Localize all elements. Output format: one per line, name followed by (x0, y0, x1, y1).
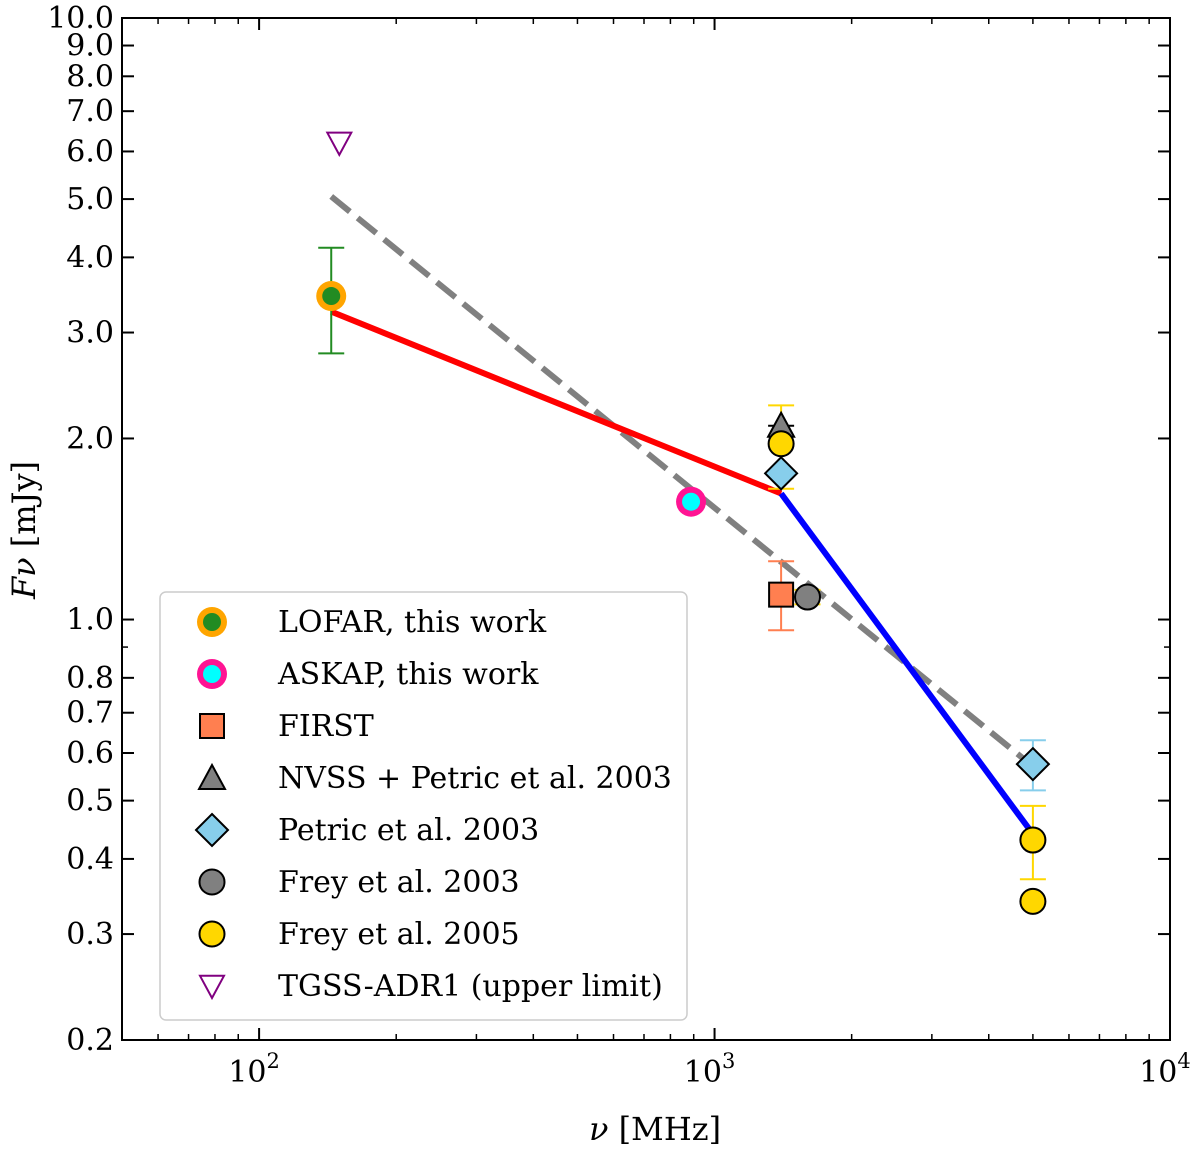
legend-marker-6 (198, 920, 226, 948)
legend-marker-7 (198, 974, 226, 1001)
y-tick-label-10: 4.0 (66, 240, 114, 275)
data-markers (316, 131, 1051, 915)
marker-2-0 (768, 581, 795, 608)
fit-line-2 (778, 491, 1036, 836)
marker-4-1 (1015, 746, 1051, 782)
legend-marker-4 (194, 812, 230, 848)
fit-lines (329, 194, 1036, 836)
y-tick-label-12: 6.0 (66, 134, 114, 169)
legend-marker-0-core (203, 613, 221, 631)
marker-1-0-core (682, 492, 701, 511)
y-tick-label-11: 5.0 (66, 182, 114, 217)
marker-1-0 (676, 486, 707, 517)
y-tick-label-0: 0.2 (66, 1023, 114, 1058)
marker-7-0 (325, 131, 353, 157)
axes: 102 103 104 0.2 0.3 0.4 0.5 0.6 0.70.8 1.0 2.0 3.0 4… (47, 1, 1191, 1090)
y-tick-label-14: 8.0 (66, 59, 114, 94)
legend-label-3: NVSS + Petric et al. 2003 (278, 761, 672, 796)
y-tick-label-1: 0.3 (66, 917, 114, 952)
legend-marker-1 (197, 659, 227, 689)
legend-label-5: Frey et al. 2003 (278, 865, 520, 900)
legend-marker-5 (198, 868, 226, 896)
marker-0-0 (316, 281, 347, 312)
marker-6-1 (1019, 826, 1047, 854)
legend-box (159, 591, 688, 1021)
legend: LOFAR, this work ASKAP, this work FIRST NVS… (159, 591, 688, 1021)
y-tick-label-7: 1.0 (66, 603, 114, 638)
y-tick-label-5: 0.7 (66, 696, 114, 731)
y-tick-label-15: 9.0 (66, 29, 114, 64)
y-tick-label-3: 0.5 (66, 784, 114, 819)
legend-marker-1-core (203, 665, 221, 683)
y-tick-label-9: 3.0 (66, 316, 114, 351)
marker-0-0-core (322, 287, 341, 306)
marker-5-0 (794, 583, 822, 611)
legend-label-7: TGSS-ADR1 (upper limit) (278, 969, 663, 1004)
x-axis-label: ν [MHz] (589, 1110, 721, 1148)
y-tick-label-16: 10.0 (47, 1, 114, 36)
marker-6-2 (1019, 887, 1047, 915)
legend-label-6: Frey et al. 2005 (278, 917, 520, 952)
fit-line-1 (330, 308, 783, 497)
y-tick-label-6: 0.8 (66, 661, 114, 696)
x-tick-label-1: 103 (684, 1049, 736, 1090)
marker-6-0 (767, 430, 795, 458)
x-tick-label-0: 102 (228, 1049, 280, 1090)
legend-label-0: LOFAR, this work (278, 605, 547, 640)
marker-4-0 (763, 455, 799, 491)
legend-marker-0 (197, 607, 227, 637)
x-tick-label-2: 104 (1139, 1049, 1191, 1090)
legend-marker-2 (199, 713, 225, 739)
y-axis-label: Fν [mJy] (5, 461, 43, 600)
y-tick-label-2: 0.4 (66, 842, 114, 877)
legend-marker-3 (197, 762, 227, 791)
y-tick-label-8: 2.0 (66, 421, 114, 456)
legend-label-1: ASKAP, this work (277, 657, 539, 692)
legend-label-4: Petric et al. 2003 (278, 813, 539, 848)
y-tick-label-4: 0.6 (66, 736, 114, 771)
y-tick-label-13: 7.0 (66, 94, 114, 129)
legend-label-2: FIRST (278, 709, 374, 744)
plot-frame (121, 17, 1171, 1041)
